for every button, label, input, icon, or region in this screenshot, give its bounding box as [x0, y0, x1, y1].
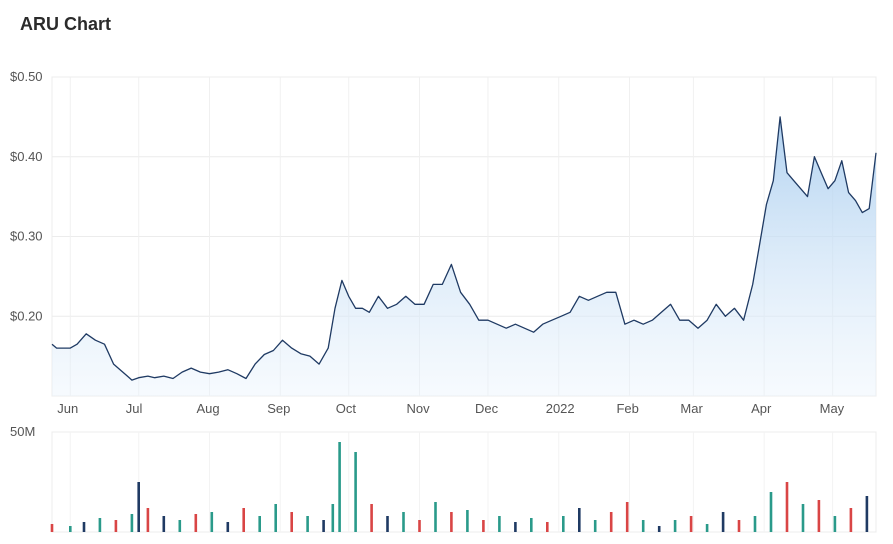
chart-title: ARU Chart — [20, 14, 112, 34]
x-tick-label: Mar — [680, 401, 703, 416]
x-tick-label: Apr — [751, 401, 772, 416]
x-tick-label: Feb — [616, 401, 638, 416]
volume-bar — [498, 516, 501, 532]
volume-bar — [801, 504, 805, 532]
volume-bar — [322, 520, 325, 532]
volume-bar — [242, 508, 245, 532]
volume-bar — [514, 522, 517, 532]
volume-bar — [338, 442, 341, 532]
volume-bar — [609, 512, 613, 532]
volume-bar — [865, 496, 869, 532]
volume-bar — [705, 524, 709, 532]
volume-bar — [69, 526, 72, 532]
volume-bar — [194, 514, 198, 532]
x-tick-label: Nov — [406, 401, 430, 416]
volume-bar — [625, 502, 629, 532]
volume-bar — [641, 520, 645, 532]
volume-bar — [753, 516, 757, 532]
volume-bar — [833, 516, 837, 532]
x-tick-label: Sep — [267, 401, 290, 416]
price-axis: $0.50 $0.40 $0.30 $0.20 Jun Jul Aug Sep Oct Nov De… — [10, 69, 845, 416]
price-line — [51, 116, 877, 381]
volume-bar — [562, 516, 565, 532]
y-tick-label: $0.30 — [10, 229, 43, 244]
volume-bar — [386, 516, 389, 532]
volume-bar — [98, 518, 102, 532]
x-tick-label: Jun — [57, 401, 78, 416]
volume-bar — [114, 520, 118, 532]
volume-bar — [274, 504, 277, 532]
x-tick-label: May — [820, 401, 845, 416]
price-area-fill — [52, 116, 876, 397]
volume-bar — [817, 500, 821, 532]
y-tick-label: $0.50 — [10, 69, 43, 84]
volume-bar — [721, 512, 725, 532]
volume-bar — [434, 502, 437, 532]
volume-axis: 50M — [10, 424, 35, 439]
volume-panel-frame — [51, 431, 877, 533]
volume-bar — [178, 520, 182, 532]
volume-grid — [51, 431, 877, 533]
volume-bar — [331, 504, 335, 532]
volume-bar — [370, 504, 373, 532]
volume-bar — [82, 522, 86, 532]
volume-bar — [418, 520, 421, 532]
volume-bar — [402, 512, 405, 532]
volume-bar — [162, 516, 166, 532]
x-tick-label: 2022 — [546, 401, 575, 416]
volume-bar — [785, 482, 789, 532]
volume-bar — [146, 508, 150, 532]
price-area — [51, 116, 877, 397]
volume-bar — [673, 520, 677, 532]
volume-bar — [354, 452, 357, 532]
volume-bar — [769, 492, 773, 532]
volume-bar — [593, 520, 597, 532]
volume-bar — [546, 522, 549, 532]
volume-bar — [657, 526, 661, 532]
volume-bar — [210, 512, 214, 532]
volume-bar — [258, 516, 261, 532]
volume-bar — [530, 518, 533, 532]
volume-tick-label: 50M — [10, 424, 35, 439]
volume-bar — [578, 508, 581, 532]
volume-bar — [226, 522, 230, 532]
volume-bar — [466, 510, 469, 532]
x-tick-label: Aug — [196, 401, 219, 416]
volume-bar — [689, 516, 693, 532]
volume-bar — [737, 520, 741, 532]
x-tick-label: Jul — [126, 401, 143, 416]
volume-bar — [306, 516, 309, 532]
y-tick-label: $0.40 — [10, 149, 43, 164]
volume-bars — [50, 442, 869, 532]
volume-bar — [849, 508, 853, 532]
x-tick-label: Oct — [336, 401, 357, 416]
y-tick-label: $0.20 — [10, 308, 43, 323]
volume-bar — [50, 524, 54, 532]
x-tick-label: Dec — [475, 401, 499, 416]
volume-bar — [137, 482, 140, 532]
volume-bar — [482, 520, 485, 532]
volume-bar — [290, 512, 293, 532]
volume-bar — [130, 514, 134, 532]
volume-bar — [450, 512, 453, 532]
